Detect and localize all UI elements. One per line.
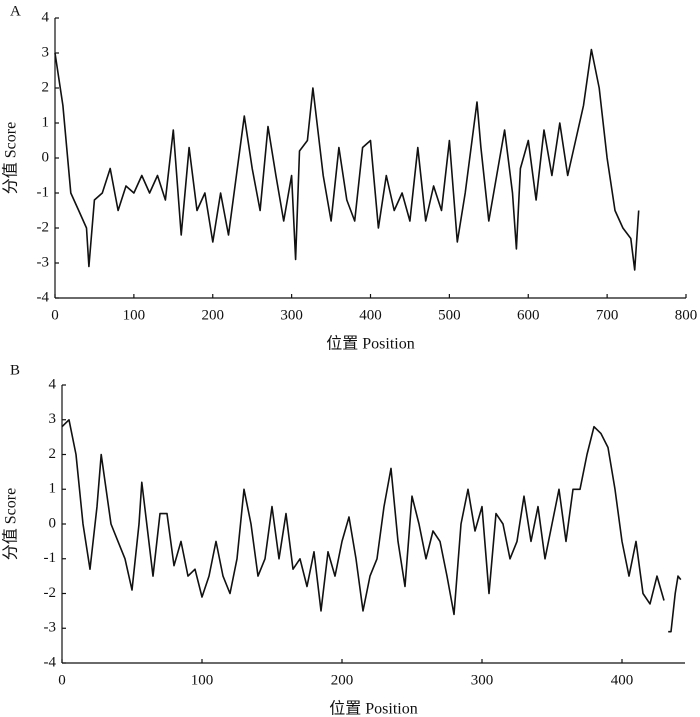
score-line — [54, 48, 640, 271]
score-line — [61, 419, 682, 633]
y-tick-label: -1 — [44, 550, 57, 566]
x-axis-label: 位置 Position — [329, 700, 417, 717]
x-tick-label: 0 — [51, 307, 59, 323]
x-tick-label: 100 — [191, 672, 214, 688]
y-tick-label: -3 — [44, 620, 57, 636]
y-tick-label: -4 — [37, 289, 50, 305]
x-tick-label: 800 — [675, 307, 698, 323]
x-tick-label: 300 — [280, 307, 303, 323]
y-tick-label: 1 — [42, 114, 50, 130]
y-tick-label: 0 — [49, 515, 57, 531]
y-tick-label: 2 — [42, 79, 50, 95]
x-tick-label: 400 — [359, 307, 382, 323]
y-tick-label: -3 — [37, 254, 50, 270]
panel-label: A — [10, 3, 21, 19]
x-tick-label: 500 — [438, 307, 461, 323]
x-tick-label: 700 — [596, 307, 619, 323]
x-tick-label: 300 — [471, 672, 494, 688]
y-tick-label: 0 — [42, 149, 50, 165]
x-tick-label: 100 — [123, 307, 146, 323]
x-axis-label: 位置 Position — [326, 335, 414, 353]
x-tick-label: 200 — [331, 672, 354, 688]
y-tick-label: 4 — [42, 9, 50, 25]
y-tick-label: -2 — [44, 585, 57, 601]
y-tick-label: 4 — [49, 376, 57, 392]
x-tick-label: 0 — [58, 672, 66, 688]
y-tick-label: 2 — [49, 446, 57, 462]
y-tick-label: -4 — [44, 654, 57, 670]
x-tick-label: 400 — [611, 672, 634, 688]
y-tick-label: 1 — [49, 481, 57, 497]
y-axis-label: 分值 Score — [2, 122, 20, 194]
x-tick-label: 200 — [202, 307, 225, 323]
y-tick-label: -1 — [37, 184, 50, 200]
x-tick-label: 600 — [517, 307, 540, 323]
panel-label: B — [10, 362, 20, 378]
y-tick-label: 3 — [49, 411, 57, 427]
y-tick-label: 3 — [42, 44, 50, 60]
y-tick-label: -2 — [37, 219, 50, 235]
y-axis-label: 分值 Score — [2, 488, 20, 560]
